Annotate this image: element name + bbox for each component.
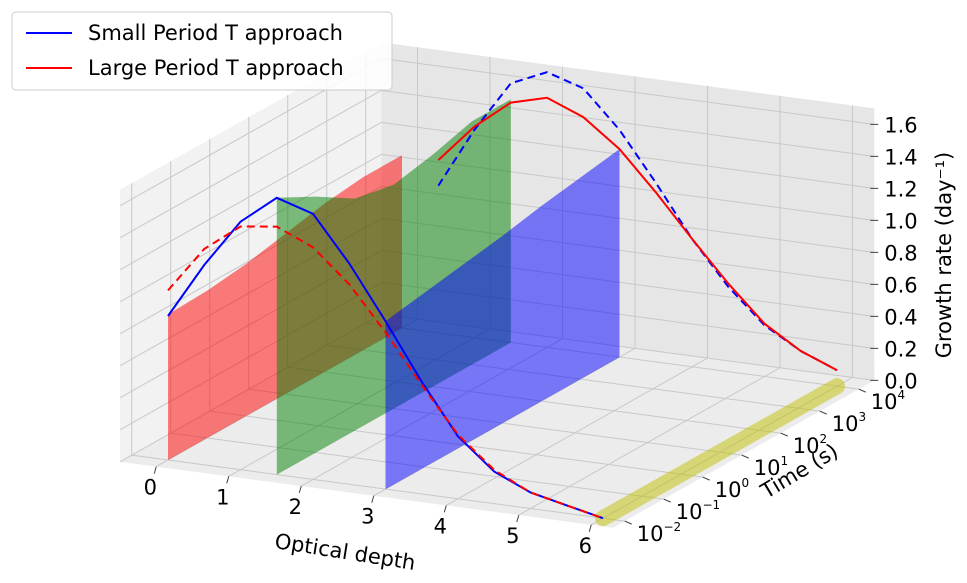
x-tick-label: 6 [579,534,592,558]
legend-label: Small Period T approach [88,21,343,45]
legend-label: Large Period T approach [88,56,344,80]
grid-line [381,57,875,125]
y-tick-exponent: 4 [897,388,905,402]
y-tick-base: 10 [715,478,742,502]
y-tick [858,388,866,393]
z-tick-label: 0.6 [884,273,917,297]
z-tick-label: 1.4 [884,145,917,169]
legend-box [11,11,393,91]
x-tick [443,505,447,513]
x-tick-label: 2 [289,495,302,519]
y-tick-exponent: 1 [780,454,788,468]
x-tick-label: 3 [361,505,374,529]
z-tick-label: 1.6 [884,113,917,137]
slice-plane [385,149,620,490]
z-tick-label: 1.2 [884,177,917,201]
y-tick-base: 10 [676,500,703,524]
y-tick-exponent: 2 [819,432,827,446]
y-tick-exponent: 0 [741,476,749,490]
series-line [437,96,838,372]
y-tick-label: 104 [871,388,905,415]
grid-line [119,121,382,271]
y-tick-label: 103 [832,410,866,437]
x-tick-label: 4 [434,514,447,538]
y-tick-base: 10 [754,456,781,480]
slice-plane [276,99,511,475]
y-tick [819,410,827,415]
grid-line [119,89,382,239]
x-tick [153,466,157,474]
grid-line [119,153,382,303]
y-tick [702,476,710,481]
grid-line [518,367,781,516]
y-tick-base: 10 [832,412,859,436]
z-tick-label: 0.0 [884,369,917,393]
x-tick [371,495,375,503]
y-tick-label: 10−1 [676,498,720,525]
slice-plane [595,378,845,527]
grid-line [446,357,708,506]
x-tick [298,485,302,494]
series-line [167,196,604,520]
x-tick [588,524,592,532]
y-tick-exponent: −2 [663,520,681,534]
grid-line [381,89,875,157]
z-tick-label: 0.8 [884,241,917,265]
x-tick-label: 0 [144,476,157,500]
y-tick-label: 101 [754,454,788,481]
z-axis-label: Growth rate (day⁻¹) [932,152,956,359]
z-tick-label: 0.4 [884,305,917,329]
y-tick [780,432,788,437]
y-tick-base: 10 [793,434,820,458]
y-tick [624,520,632,525]
y-tick-base: 10 [637,522,664,546]
x-tick-label: 1 [216,485,229,509]
z-tick-label: 1.0 [884,209,917,233]
series-line [437,71,838,372]
x-tick [516,514,520,523]
y-tick-label: 102 [793,432,827,459]
x-tick [226,476,230,484]
grid-line [131,454,625,522]
y-tick-label: 100 [715,476,749,503]
y-tick-base: 10 [871,390,898,414]
y-tick-label: 10−2 [637,520,681,547]
y-tick [663,498,671,503]
x-tick-label: 5 [506,524,519,548]
y-tick-exponent: −1 [702,498,720,512]
y-tick [741,454,749,459]
z-tick-label: 0.2 [884,337,917,361]
y-tick-exponent: 3 [858,410,866,424]
series-line [167,225,604,520]
x-axis-label: Optical depth [273,529,417,575]
